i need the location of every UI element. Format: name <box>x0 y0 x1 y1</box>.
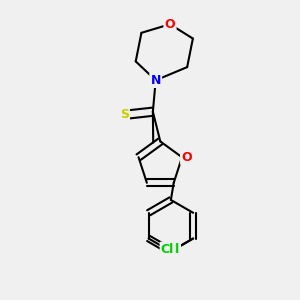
Text: Cl: Cl <box>167 243 180 256</box>
Text: O: O <box>181 151 192 164</box>
Text: O: O <box>165 18 175 31</box>
Text: Cl: Cl <box>161 243 174 256</box>
Text: N: N <box>151 74 161 87</box>
Text: S: S <box>120 108 129 121</box>
